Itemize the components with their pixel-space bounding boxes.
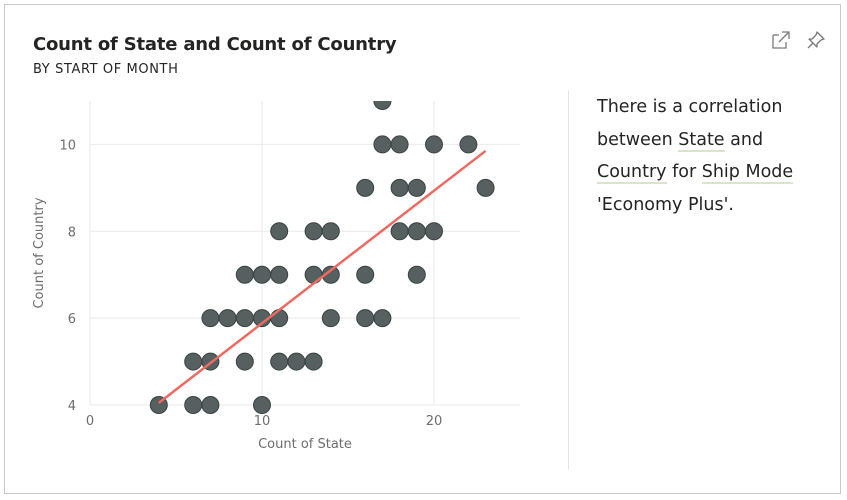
y-tick-label: 6	[68, 312, 76, 327]
data-point[interactable]	[201, 309, 220, 328]
y-tick-label: 8	[68, 225, 76, 240]
data-point[interactable]	[304, 352, 323, 371]
narrative-text: and	[724, 129, 764, 150]
narrative-text: 'Economy Plus'.	[597, 194, 734, 215]
narrative-term-country[interactable]: Country	[597, 162, 667, 184]
data-point[interactable]	[356, 178, 375, 197]
y-tick-label: 10	[59, 138, 76, 153]
data-point[interactable]	[425, 135, 443, 154]
data-point[interactable]	[373, 309, 392, 328]
focus-mode-icon[interactable]	[770, 29, 792, 51]
data-point[interactable]	[270, 265, 289, 284]
data-point[interactable]	[304, 265, 323, 284]
chart-subtitle: BY START OF MONTH	[33, 62, 179, 77]
data-point[interactable]	[356, 265, 375, 284]
pin-icon[interactable]	[805, 29, 827, 51]
narrative-text: There is a correlation between	[597, 97, 783, 150]
axis-ticks: 4 6 8 10 0 10 20	[59, 138, 442, 429]
visual-card: Count of State and Count of Country BY S…	[4, 4, 841, 494]
data-point[interactable]	[235, 309, 254, 328]
narrative-term-ship-mode[interactable]: Ship Mode	[701, 162, 794, 184]
chart-title: Count of State and Count of Country	[33, 34, 397, 55]
data-point[interactable]	[425, 222, 443, 241]
data-point[interactable]	[270, 309, 289, 328]
data-point[interactable]	[373, 135, 392, 154]
data-point[interactable]	[235, 352, 254, 371]
y-tick-label: 4	[68, 399, 76, 414]
x-axis-title: Count of State	[258, 437, 352, 452]
data-point[interactable]	[407, 265, 426, 284]
trend-line	[158, 149, 487, 404]
narrative-text: for	[666, 162, 702, 182]
data-points	[149, 93, 495, 414]
data-point[interactable]	[356, 309, 375, 328]
data-point[interactable]	[184, 396, 203, 414]
data-point[interactable]	[184, 352, 203, 371]
data-point[interactable]	[218, 309, 237, 328]
smart-narrative: There is a correlation between State and…	[597, 91, 817, 221]
scatter-chart: 4 6 8 10 0 10 20 Count of State Count of Count…	[32, 93, 520, 452]
narrative-term-state[interactable]: State	[678, 129, 725, 152]
data-point[interactable]	[459, 135, 478, 154]
data-point[interactable]	[476, 178, 495, 197]
data-point[interactable]	[407, 178, 426, 197]
data-point[interactable]	[201, 396, 220, 414]
data-point[interactable]	[253, 396, 271, 414]
x-tick-label: 20	[426, 414, 443, 429]
data-point[interactable]	[235, 265, 254, 284]
data-point[interactable]	[390, 178, 409, 197]
y-axis-title: Count of Country	[32, 197, 47, 308]
data-point[interactable]	[287, 352, 306, 371]
data-point[interactable]	[407, 222, 426, 241]
data-point[interactable]	[390, 135, 409, 154]
panel-divider	[568, 90, 569, 470]
data-point[interactable]	[270, 352, 289, 371]
data-point[interactable]	[321, 309, 340, 328]
data-point[interactable]	[304, 222, 323, 241]
data-point[interactable]	[270, 222, 289, 241]
x-tick-label: 10	[254, 414, 271, 429]
data-point[interactable]	[390, 222, 409, 241]
x-tick-label: 0	[86, 414, 94, 429]
data-point[interactable]	[373, 93, 392, 110]
data-point[interactable]	[321, 265, 340, 284]
data-point[interactable]	[321, 222, 340, 241]
data-point[interactable]	[253, 265, 271, 284]
